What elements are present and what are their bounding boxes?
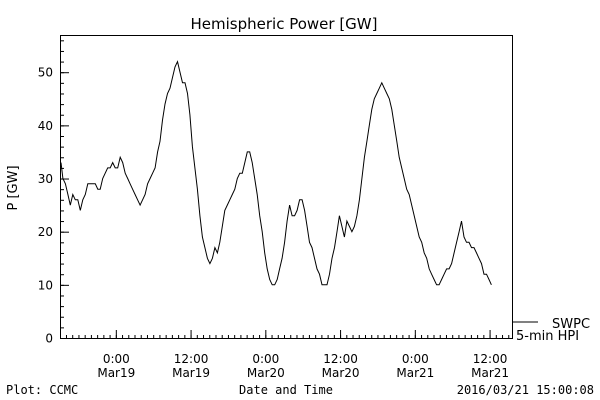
x-tick-time-label: 0:00 [103,352,130,366]
plot-frame [60,35,513,339]
x-tick-time-label: 0:00 [402,352,429,366]
y-tick-label: 0 [45,332,53,346]
x-tick-date-label: Mar19 [172,366,210,380]
plot-credit: Plot: CCMC [6,383,78,397]
plot-timestamp: 2016/03/21 15:00:08 [457,383,594,397]
y-tick-label: 20 [38,225,53,239]
x-tick-time-label: 12:00 [473,352,508,366]
x-tick-time-label: 12:00 [174,352,209,366]
y-tick-label: 10 [38,278,53,292]
x-tick-date-label: Mar20 [247,366,285,380]
y-axis-label: P [GW] [6,165,21,210]
x-tick-date-label: Mar21 [396,366,434,380]
x-tick-time-label: 0:00 [252,352,279,366]
legend-source-label: SWPC [552,317,590,332]
y-tick-label: 50 [38,66,53,80]
x-tick-date-label: Mar20 [322,366,360,380]
x-axis-label: Date and Time [239,383,333,397]
x-tick-date-label: Mar21 [471,366,509,380]
y-axis: 0 10 20 30 40 50 [38,40,69,346]
x-tick-date-label: Mar19 [97,366,135,380]
x-tick-time-label: 12:00 [323,352,358,366]
x-axis: 0:00Mar1912:00Mar190:00Mar2012:00Mar200:… [65,330,510,380]
y-tick-label: 30 [38,172,53,186]
y-tick-label: 40 [38,119,53,133]
chart-title: Hemispheric Power [GW] [191,15,378,33]
legend-series-label: 5-min HPI [516,329,579,344]
hpi-series-line [60,60,492,286]
